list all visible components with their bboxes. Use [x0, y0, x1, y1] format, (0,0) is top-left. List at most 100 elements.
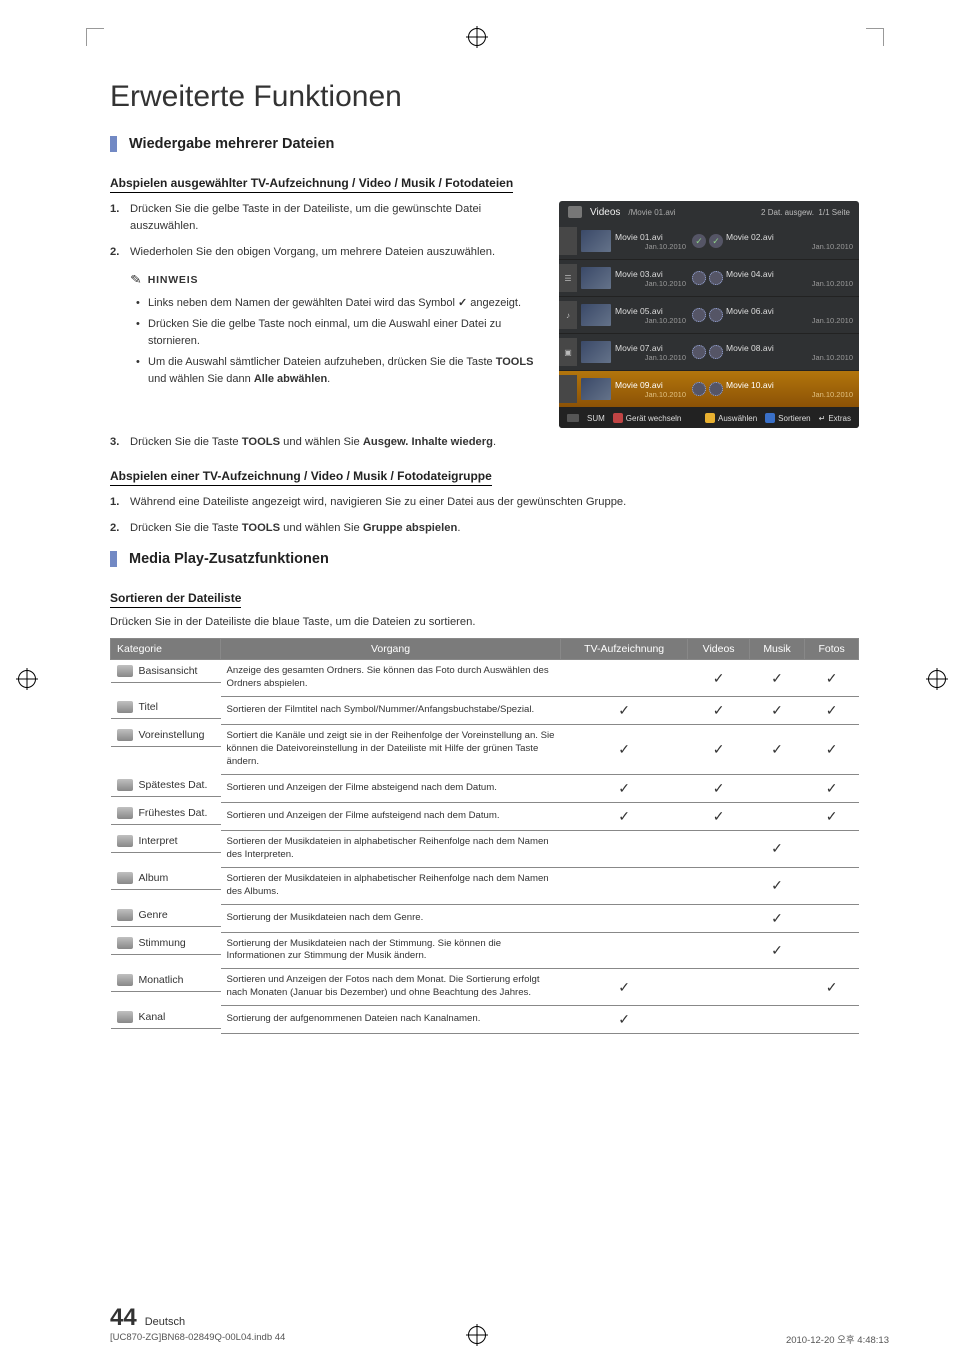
bullet-item: Links neben dem Namen der gewählten Date… [148, 295, 541, 312]
check-cell: ✓ [688, 802, 750, 830]
check-cell: ✓ [561, 802, 688, 830]
video-thumbnail [581, 230, 611, 252]
operation-text: Sortiert die Kanäle und zeigt sie in der… [221, 724, 561, 774]
list-item: 3. Drücken Sie die Taste TOOLS und wähle… [110, 434, 859, 451]
table-row: Titel Sortieren der Filmtitel nach Symbol… [111, 696, 859, 724]
list-item: 2. Drücken Sie die Taste TOOLS und wähle… [110, 520, 859, 537]
subheading: Abspielen ausgewählter TV-Aufzeichnung /… [110, 176, 513, 193]
note-icon: ✎ [130, 271, 142, 289]
category-icon [117, 729, 133, 741]
loading-icon [692, 308, 706, 322]
operation-text: Sortierung der Musikdateien nach der Sti… [221, 932, 561, 969]
bullet-item: Drücken Sie die gelbe Taste noch einmal,… [148, 316, 541, 349]
check-cell [749, 802, 804, 830]
footer-d: Sortieren [765, 413, 810, 423]
check-cell [688, 932, 750, 969]
check-cell: ✓ [805, 969, 859, 1006]
section-accent [110, 136, 117, 152]
section-title: Wiedergabe mehrerer Dateien [129, 136, 334, 152]
category-icon [117, 779, 133, 791]
check-cell: ✓ [749, 830, 804, 867]
check-cell [561, 932, 688, 969]
check-cell: ✓ [561, 774, 688, 802]
bullet-bold: TOOLS [496, 356, 534, 368]
table-row: Spätestes Dat. Sortieren und Anzeigen der… [111, 774, 859, 802]
video-thumbnail [581, 267, 611, 289]
check-cell: ✓ [805, 774, 859, 802]
category-icon [117, 909, 133, 921]
step-number: 2. [110, 520, 130, 537]
category-icon [117, 835, 133, 847]
video-thumbnail [581, 378, 611, 400]
loading-icon [709, 345, 723, 359]
footer-c: Auswählen [705, 413, 757, 423]
category-label: Voreinstellung [139, 729, 205, 741]
bullet-bold: Alle abwählen [254, 373, 327, 385]
step-text: Wiederholen Sie den obigen Vorgang, um m… [130, 244, 541, 261]
table-header: Kategorie [111, 639, 221, 660]
check-cell: ✓ [561, 969, 688, 1006]
check-cell [688, 830, 750, 867]
operation-text: Sortieren und Anzeigen der Filme absteig… [221, 774, 561, 802]
check-icon: ✓ [709, 234, 723, 248]
check-cell: ✓ [688, 774, 750, 802]
tv-file-item[interactable]: Movie 09.aviJan.10.2010 [559, 371, 709, 408]
list-item: 1. Während eine Dateiliste angezeigt wir… [110, 494, 859, 511]
category-label: Interpret [139, 835, 178, 847]
check-cell [805, 830, 859, 867]
step-text: Drücken Sie die Taste TOOLS und wählen S… [130, 434, 859, 451]
bullet-text: angezeigt. [467, 297, 521, 309]
bullet-text: Um die Auswahl sämtlicher Dateien aufzuh… [148, 356, 496, 368]
tv-file-item[interactable]: Movie 06.aviJan.10.2010 [709, 297, 859, 334]
category-label: Album [139, 872, 169, 884]
tv-file-item[interactable]: ✓Movie 02.aviJan.10.2010 [709, 223, 859, 260]
instruction-block: 1. Drücken Sie die gelbe Taste in der Da… [110, 201, 541, 392]
loading-icon [709, 271, 723, 285]
operation-text: Sortieren der Filmtitel nach Symbol/Numm… [221, 696, 561, 724]
tv-file-item[interactable]: Movie 10.aviJan.10.2010 [709, 371, 859, 408]
list-item: 2. Wiederholen Sie den obigen Vorgang, u… [110, 244, 541, 261]
subheading: Sortieren der Dateiliste [110, 591, 241, 608]
table-row: BasisansichtAnzeige des gesamten Ordners… [111, 660, 859, 697]
table-row: GenreSortierung der Musikdateien nach de… [111, 904, 859, 932]
tv-file-item[interactable]: ▣Movie 07.aviJan.10.2010 [559, 334, 709, 371]
category-label: Titel [139, 701, 158, 713]
check-cell [688, 969, 750, 1006]
table-header: TV-Aufzeichnung [561, 639, 688, 660]
bullet-item: Um die Auswahl sämtlicher Dateien aufzuh… [148, 354, 541, 387]
subheading: Abspielen einer TV-Aufzeichnung / Video … [110, 469, 492, 486]
category-label: Spätestes Dat. [139, 779, 208, 791]
bullet-text: Links neben dem Namen der gewählten Date… [148, 297, 458, 309]
section-title: Media Play-Zusatzfunktionen [129, 551, 329, 567]
check-cell [805, 1006, 859, 1034]
footer-a: Gerät wechseln [613, 413, 682, 423]
check-cell [749, 1006, 804, 1034]
check-cell: ✓ [561, 1006, 688, 1034]
check-cell [561, 867, 688, 904]
check-cell [805, 867, 859, 904]
crop-mark [86, 28, 104, 46]
tv-file-item[interactable]: ☰Movie 03.aviJan.10.2010 [559, 260, 709, 297]
category-icon [117, 807, 133, 819]
check-cell [561, 660, 688, 697]
operation-text: Sortieren der Musikdateien in alphabetis… [221, 867, 561, 904]
video-thumbnail [581, 304, 611, 326]
sort-table: KategorieVorgangTV-AufzeichnungVideosMus… [110, 638, 859, 1034]
tv-file-item[interactable]: ♪Movie 05.aviJan.10.2010 [559, 297, 709, 334]
category-label: Frühestes Dat. [139, 807, 208, 819]
tv-header-label: Videos [590, 207, 620, 218]
tv-file-item[interactable]: Movie 08.aviJan.10.2010 [709, 334, 859, 371]
check-cell [805, 904, 859, 932]
category-label: Stimmung [139, 937, 186, 949]
table-row: Stimmung Sortierung der Musikdateien nach… [111, 932, 859, 969]
check-icon: ✓ [692, 234, 706, 248]
bullet-text: . [327, 373, 330, 385]
section-description: Drücken Sie in der Dateiliste die blaue … [110, 616, 859, 628]
check-cell [688, 904, 750, 932]
operation-text: Sortierung der Musikdateien nach dem Gen… [221, 904, 561, 932]
page-language: Deutsch [145, 1316, 185, 1328]
check-cell: ✓ [688, 660, 750, 697]
tv-file-item[interactable]: Movie 01.aviJan.10.2010✓ [559, 223, 709, 260]
step-text: Während eine Dateiliste angezeigt wird, … [130, 494, 859, 511]
tv-file-item[interactable]: Movie 04.aviJan.10.2010 [709, 260, 859, 297]
